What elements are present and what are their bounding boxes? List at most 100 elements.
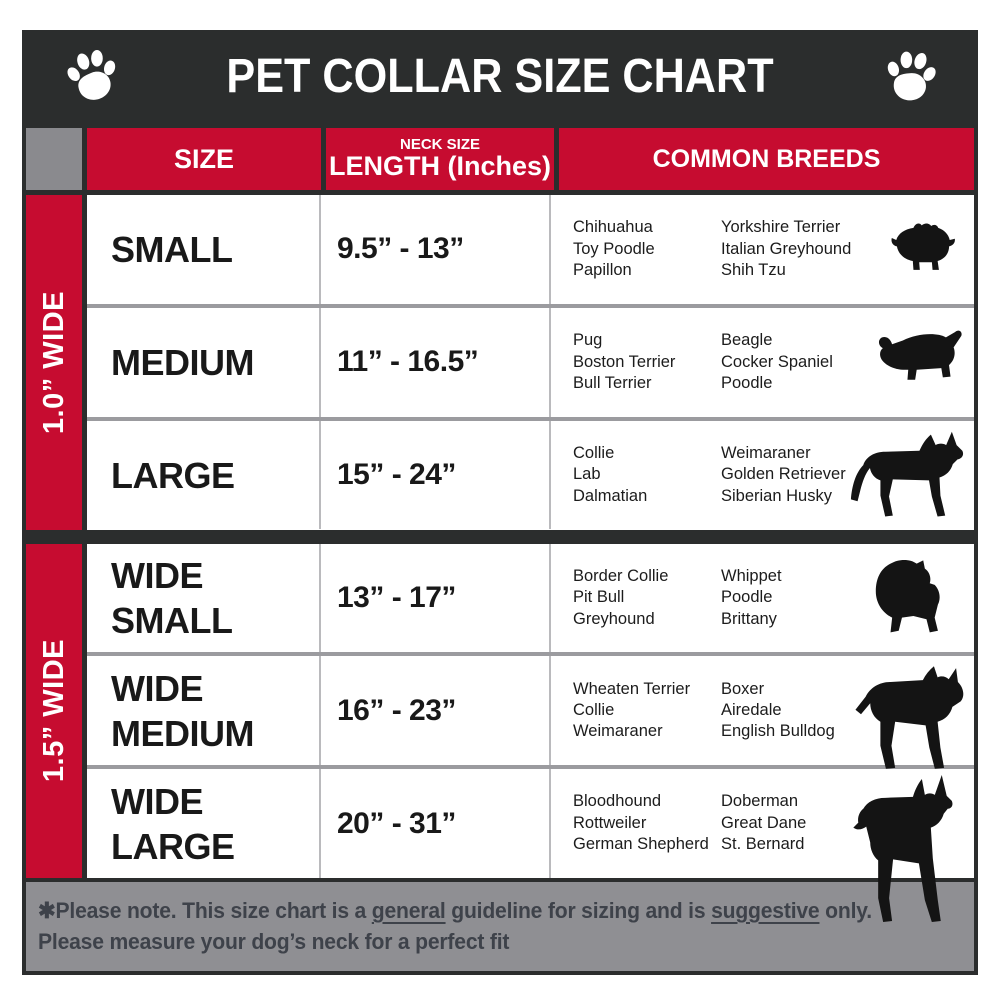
breed-list: Yorkshire Terrier Italian Greyhound Shih…: [721, 217, 881, 281]
breed-item: Shih Tzu: [721, 261, 786, 280]
dog-silhouette-bulldog-icon: [875, 559, 940, 633]
breed-list: Collie Lab Dalmatian: [573, 443, 721, 507]
breed-item: German Shepherd: [573, 835, 709, 854]
breed-item: Siberian Husky: [721, 486, 832, 505]
breeds-cell: Wheaten Terrier Collie Weimaraner Boxer …: [551, 656, 974, 770]
rows-1-0-wide: SMALL 9.5” - 13” Chihuahua Toy Poodle Pa…: [87, 195, 974, 530]
breed-item: Papillon: [573, 261, 632, 280]
footer-line-2: Please measure your dog’s neck for a per…: [38, 928, 510, 954]
breed-item: St. Bernard: [721, 835, 805, 854]
sidebar-1-0-wide: 1.0” WIDE: [26, 195, 82, 530]
table-row-wide-medium: WIDE MEDIUM 16” - 23” Wheaten Terrier Co…: [87, 652, 974, 770]
breed-item: Great Dane: [721, 813, 807, 832]
breed-item: Pug: [573, 331, 603, 350]
column-header-size: SIZE: [87, 128, 321, 190]
footer-text: only.: [819, 898, 872, 924]
neck-range-cell: 13” - 17”: [321, 543, 551, 653]
breed-item: Golden Retriever: [721, 465, 846, 484]
size-cell: WIDE MEDIUM: [87, 656, 321, 766]
table-header-row: SIZE NECK SIZE LENGTH (Inches) COMMON BR…: [26, 128, 974, 190]
breed-item: Poodle: [721, 373, 773, 392]
corner-cell: [26, 128, 82, 190]
footer-underlined-word: general: [371, 898, 446, 924]
breeds-cell: Chihuahua Toy Poodle Papillon Yorkshire …: [551, 195, 974, 304]
table-row-wide-small: WIDE SMALL 13” - 17” Border Collie Pit B…: [87, 543, 974, 653]
neck-range-cell: 16” - 23”: [321, 656, 551, 766]
column-header-neck-size: NECK SIZE LENGTH (Inches): [326, 128, 554, 190]
breed-item: Collie: [573, 443, 615, 462]
table-row-small: SMALL 9.5” - 13” Chihuahua Toy Poodle Pa…: [87, 195, 974, 304]
breed-item: Weimaraner: [573, 722, 663, 741]
breed-list: Chihuahua Toy Poodle Papillon: [573, 217, 721, 281]
breed-list: Beagle Cocker Spaniel Poodle: [721, 330, 881, 394]
breed-item: Wheaten Terrier: [573, 679, 691, 698]
footer-text: Please note. This size chart is a: [55, 898, 372, 924]
breeds-cell: Collie Lab Dalmatian Weimaraner Golden R…: [551, 421, 974, 530]
breed-item: Toy Poodle: [573, 239, 655, 258]
breed-item: Chihuahua: [573, 218, 653, 237]
sidebar-1-5-wide: 1.5” WIDE: [26, 543, 82, 878]
title-bar: PET COLLAR SIZE CHART: [22, 30, 978, 122]
breed-item: Border Collie: [573, 566, 669, 585]
length-inches-label: LENGTH (Inches): [328, 150, 551, 181]
rows-1-5-wide: WIDE SMALL 13” - 17” Border Collie Pit B…: [87, 543, 974, 923]
breed-list: Bloodhound Rottweiler German Shepherd: [573, 791, 721, 855]
dog-silhouette-shepherd-icon: [850, 431, 964, 517]
breed-item: Lab: [573, 465, 601, 484]
neck-range-cell: 15” - 24”: [321, 420, 551, 530]
breeds-cell: Pug Boston Terrier Bull Terrier Beagle C…: [551, 308, 974, 417]
breed-item: Bloodhound: [573, 792, 662, 811]
neck-range-cell: 11” - 16.5”: [321, 307, 551, 417]
breed-item: Italian Greyhound: [721, 239, 852, 258]
width-label: 1.5” WIDE: [37, 639, 70, 783]
breeds-cell: Bloodhound Rottweiler German Shepherd Do…: [551, 769, 974, 923]
breed-item: Weimaraner: [721, 443, 811, 462]
dog-silhouette-pomeranian-icon: [891, 223, 955, 271]
paw-icon: [67, 49, 116, 100]
size-cell: WIDE LARGE: [87, 769, 321, 878]
paw-icon: [887, 51, 936, 101]
breed-item: Rottweiler: [573, 813, 647, 832]
breed-list: Border Collie Pit Bull Greyhound: [573, 566, 721, 630]
breed-item: Greyhound: [573, 609, 655, 628]
breed-item: Whippet: [721, 566, 782, 585]
breed-item: Boxer: [721, 679, 765, 698]
breed-item: Airedale: [721, 701, 782, 720]
dog-silhouette-pitbull-icon: [855, 666, 964, 770]
breed-item: Cocker Spaniel: [721, 352, 833, 371]
footer-line-1: ✱Please note. This size chart is a gener…: [38, 896, 937, 926]
breed-list: Pug Boston Terrier Bull Terrier: [573, 330, 721, 394]
breed-item: Dalmatian: [573, 486, 648, 505]
breed-item: Collie: [573, 701, 615, 720]
breed-item: Yorkshire Terrier: [721, 218, 841, 237]
breed-item: Pit Bull: [573, 588, 625, 607]
section-divider: [26, 535, 974, 539]
breed-item: Bull Terrier: [573, 373, 652, 392]
breed-list: Wheaten Terrier Collie Weimaraner: [573, 679, 721, 743]
neck-range-cell: 9.5” - 13”: [321, 195, 551, 304]
dog-silhouette-doberman-icon: [853, 775, 953, 923]
table-row-wide-large: WIDE LARGE 20” - 31” Bloodhound Rottweil…: [87, 765, 974, 923]
dog-silhouette-beagle-icon: [878, 330, 962, 380]
page-title: PET COLLAR SIZE CHART: [226, 49, 774, 103]
section-1-5-wide: 1.5” WIDE WIDE SMALL 13” - 17” Border Co…: [26, 543, 974, 923]
breeds-cell: Border Collie Pit Bull Greyhound Whippet…: [551, 544, 974, 653]
breed-item: English Bulldog: [721, 722, 835, 741]
size-cell: SMALL: [87, 195, 321, 304]
table-row-medium: MEDIUM 11” - 16.5” Pug Boston Terrier Bu…: [87, 303, 974, 417]
size-cell: WIDE SMALL: [87, 543, 321, 653]
size-cell: LARGE: [87, 420, 321, 530]
neck-range-cell: 20” - 31”: [321, 769, 551, 878]
breed-item: Boston Terrier: [573, 352, 676, 371]
asterisk: ✱: [38, 898, 56, 924]
column-header-common-breeds: COMMON BREEDS: [559, 128, 974, 190]
neck-size-sublabel: NECK SIZE: [399, 135, 480, 153]
footer-note: ✱Please note. This size chart is a gener…: [26, 882, 974, 971]
breed-item: Doberman: [721, 792, 799, 811]
size-cell: MEDIUM: [87, 307, 321, 417]
breed-list: Boxer Airedale English Bulldog: [721, 679, 881, 743]
table-row-large: LARGE 15” - 24” Collie Lab Dalmatian Wei…: [87, 416, 974, 530]
width-label: 1.0” WIDE: [37, 290, 70, 434]
breed-item: Brittany: [721, 609, 777, 628]
